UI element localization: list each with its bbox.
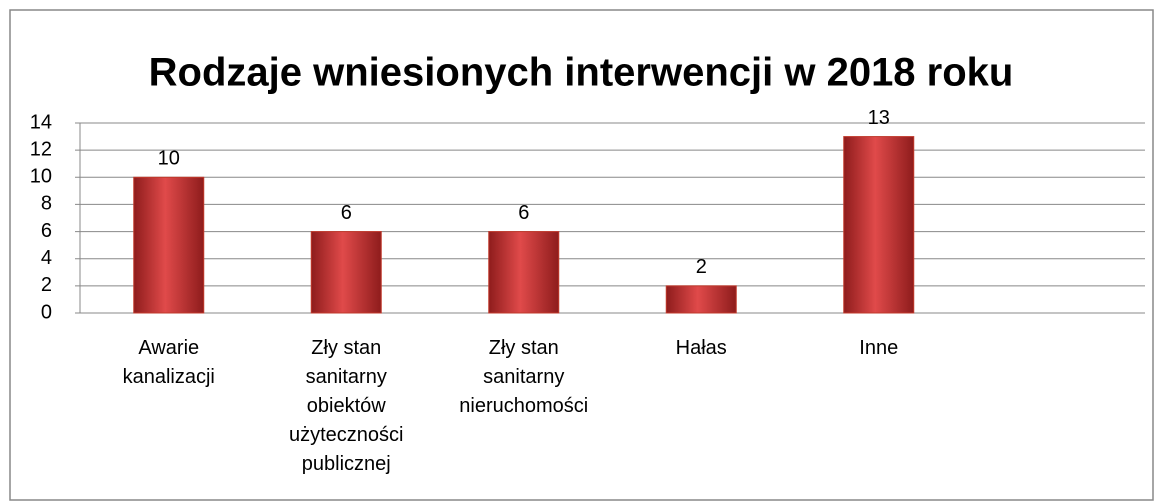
data-label: 13: [868, 107, 890, 129]
y-tick-label: 4: [41, 247, 52, 269]
y-tick-label: 2: [41, 274, 52, 296]
bar: [665, 285, 737, 314]
y-tick-label: 14: [30, 111, 52, 133]
y-tick-label: 0: [41, 301, 52, 323]
bar: [843, 136, 915, 314]
x-tick-label: Hałas: [675, 337, 727, 359]
data-label: 6: [518, 202, 529, 224]
y-tick-label: 12: [30, 138, 52, 160]
y-tick-label: 6: [41, 220, 52, 242]
x-tick-label: Zły stan sanitarny obiektów użyteczności…: [289, 337, 404, 475]
data-label: 6: [341, 202, 352, 224]
y-tick-label: 8: [41, 193, 52, 215]
x-tick-label: Inne: [859, 337, 899, 359]
y-tick-label: 10: [30, 166, 52, 188]
chart-title: Rodzaje wniesionych interwencji w 2018 r…: [149, 51, 1014, 95]
bar: [488, 231, 560, 314]
bar: [310, 231, 382, 314]
bar: [133, 176, 205, 314]
x-tick-label: Awarie kanalizacji: [122, 337, 215, 388]
x-tick-label: Zły stan sanitarny nieruchomości: [459, 337, 589, 417]
data-label: 2: [696, 256, 707, 278]
data-label: 10: [158, 148, 180, 170]
